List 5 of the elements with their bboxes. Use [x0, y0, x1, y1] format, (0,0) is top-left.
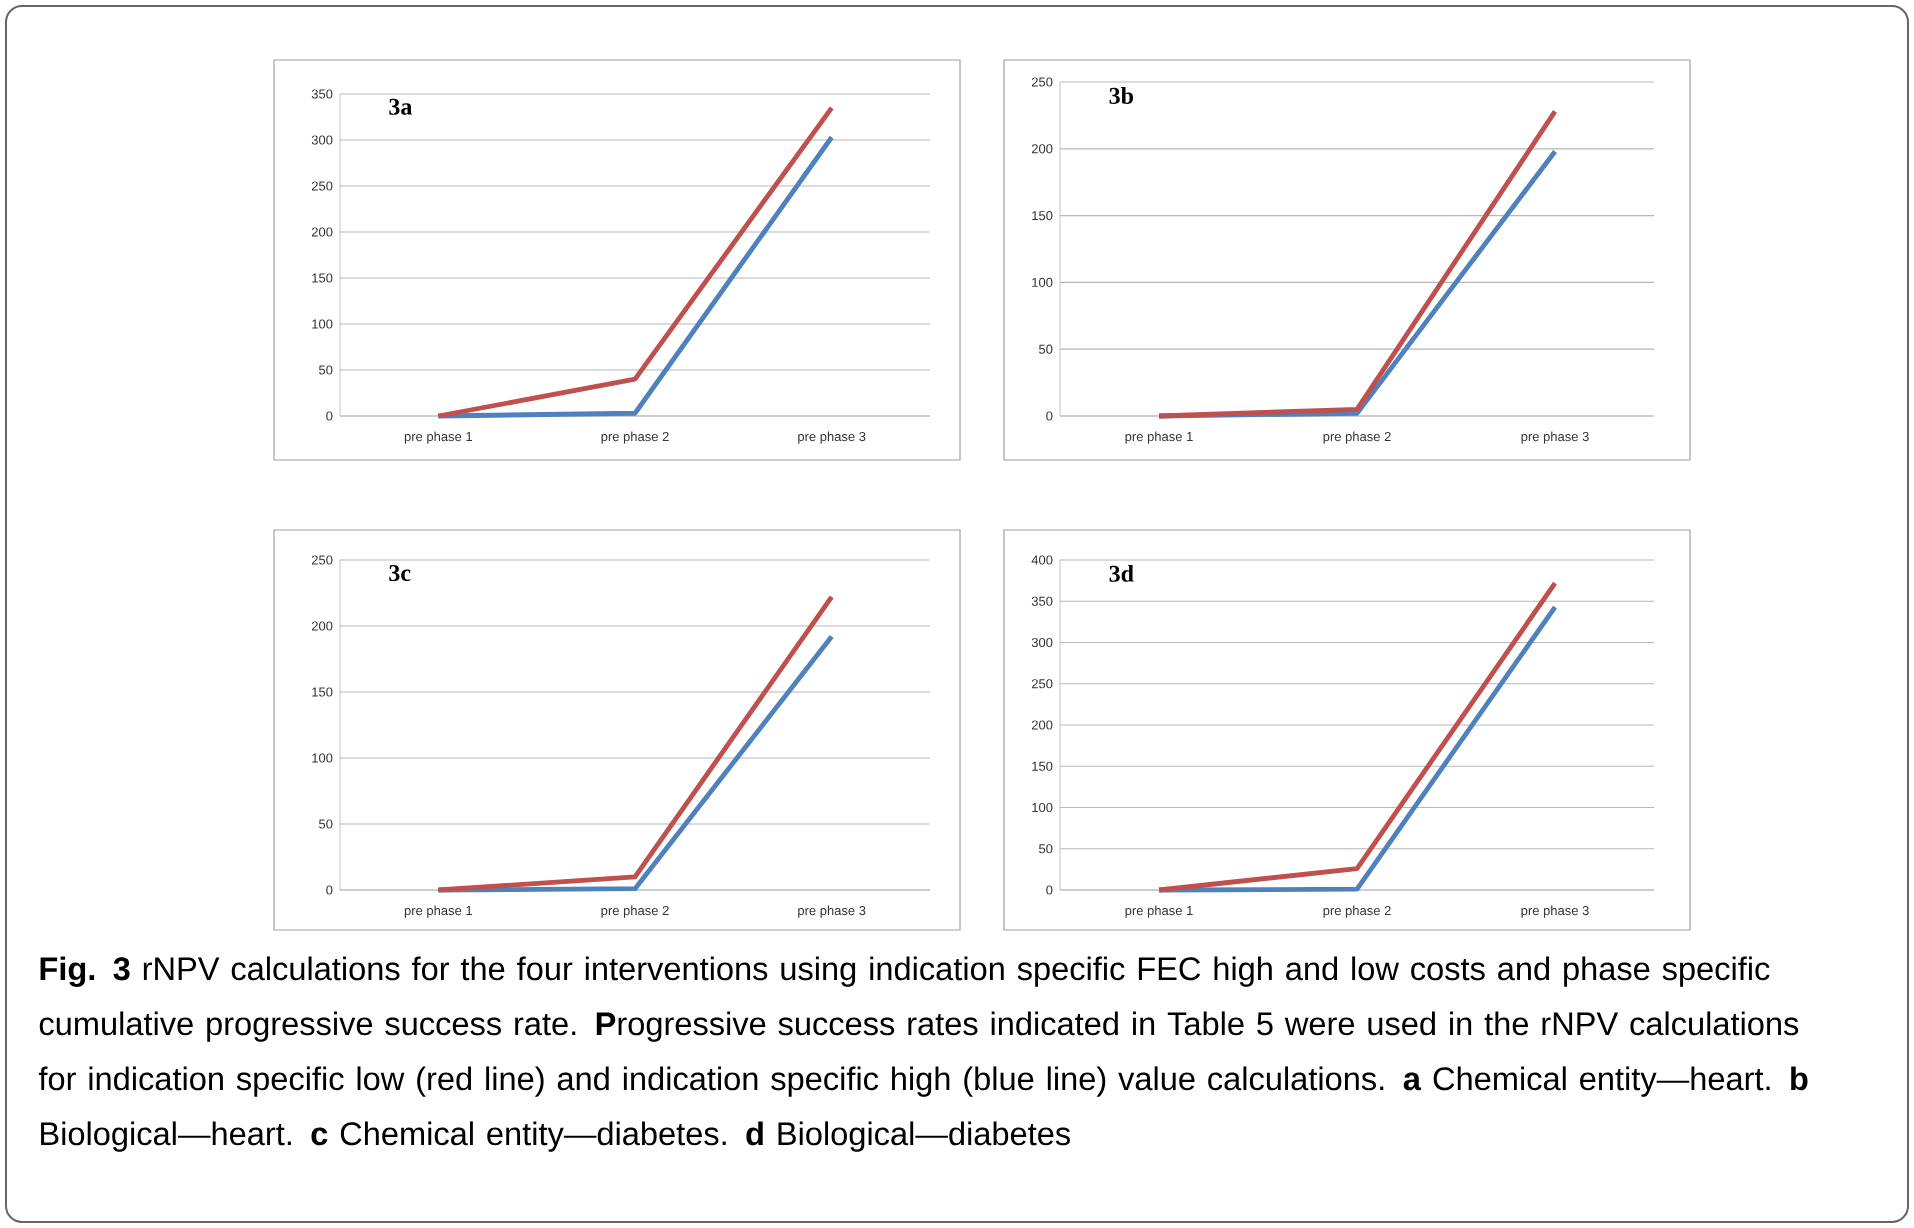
chart-title: 3a [389, 98, 413, 115]
chart-title: 3b [1109, 87, 1134, 104]
text: Fig. 3 rNPV calculations for the four interventions using indication specific FEC high and low costs and phase specific cumulative progressive success rate. Progressive success rates indicated in Table 5 were used in the rNPV calculations for indication specific low (red line) and indication specific high (blue line) value calculations. a Chemical entity—heart. b Biological—heart. c Chemical entity—diabetes. d Biological—diabetes [38, 956, 1808, 1152]
chart-title: 3c [389, 564, 411, 582]
chart-title: 3d [1109, 564, 1134, 582]
